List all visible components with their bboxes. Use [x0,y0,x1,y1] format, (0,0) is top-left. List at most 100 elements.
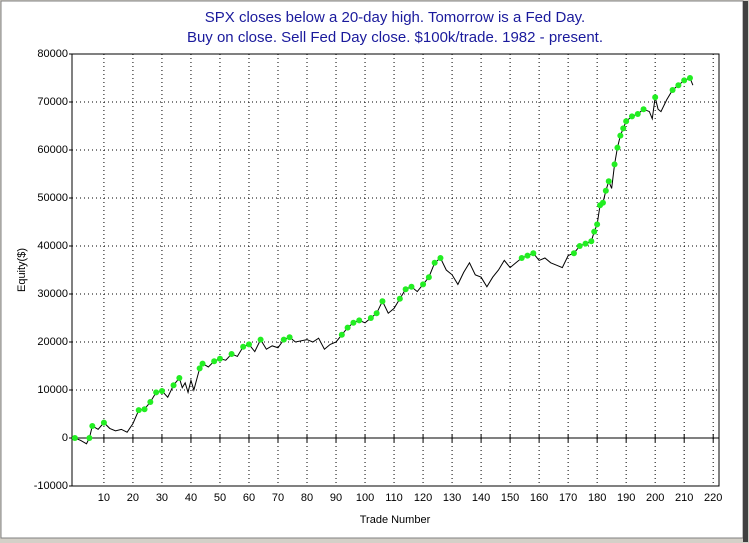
x-tick-label: 120 [414,492,432,504]
y-tick-label: 60000 [37,144,68,156]
new-high-marker [89,423,96,429]
x-tick-label: 60 [243,492,255,504]
x-tick-label: 70 [272,492,284,504]
new-high-marker [135,407,142,414]
chart-title: SPX closes below a 20-day high. Tomorrow… [205,9,585,26]
new-high-marker [602,187,609,194]
new-high-marker [623,118,630,125]
x-tick-label: 100 [356,492,374,504]
x-tick-label: 110 [385,492,403,504]
new-high-marker [669,87,676,93]
x-tick-label: 180 [588,492,606,504]
new-high-marker [153,389,160,396]
new-high-marker [420,281,427,288]
new-high-marker [530,250,537,257]
new-high-marker [594,221,601,228]
new-high-marker [228,351,235,357]
new-high-marker [675,82,682,89]
new-high-marker [367,315,374,321]
new-high-marker [170,382,177,389]
x-axis-title: Trade Number [360,514,431,526]
x-tick-label: 130 [443,492,461,504]
x-tick-label: 30 [156,492,168,504]
y-tick-label: 80000 [37,48,68,60]
x-tick-label: 90 [330,492,342,504]
new-high-marker [147,399,154,405]
y-tick-label: 70000 [37,96,68,108]
new-high-marker [582,240,589,247]
new-high-marker [628,113,635,120]
new-high-marker [396,295,403,302]
new-high-marker [686,75,693,81]
x-tick-label: 220 [704,492,722,504]
new-high-marker [86,435,93,441]
new-high-marker [431,259,438,266]
new-high-marker [196,365,203,372]
y-axis-title: Equity($) [16,248,28,292]
x-tick-label: 80 [301,492,313,504]
new-high-marker [216,355,223,362]
new-high-marker [620,125,627,132]
x-tick-label: 150 [501,492,519,504]
new-high-marker [640,106,647,113]
new-high-marker [524,252,531,259]
new-high-marker [141,406,148,413]
new-high-marker [211,358,218,365]
new-high-marker [437,255,444,261]
x-tick-label: 140 [472,492,490,504]
new-high-marker [158,387,165,394]
y-tick-label: 10000 [37,384,68,396]
x-tick-label: 210 [675,492,693,504]
new-high-marker [344,324,351,331]
new-high-marker [402,286,409,293]
new-high-marker [611,161,618,168]
new-high-marker [338,331,345,338]
new-high-marker [652,94,659,101]
y-tick-label: 0 [62,432,68,444]
new-high-marker [605,178,612,185]
y-tick-label: 30000 [37,288,68,300]
chart-subtitle: Buy on close. Sell Fed Day close. $100k/… [187,29,603,46]
new-high-marker [373,310,380,317]
x-tick-label: 40 [185,492,197,504]
new-high-marker [591,228,598,235]
new-high-marker [681,77,688,84]
x-tick-label: 50 [214,492,226,504]
new-high-marker [350,319,357,326]
new-high-marker [379,298,386,305]
new-high-marker [356,317,363,324]
new-high-marker [280,336,287,343]
new-high-marker [199,360,206,367]
new-high-marker [614,144,621,151]
new-high-marker [599,199,606,206]
y-tick-label: 20000 [37,336,68,348]
new-high-marker [286,334,293,341]
new-high-marker [588,238,595,245]
new-high-marker [576,243,583,249]
new-high-marker [176,375,183,381]
x-tick-label: 190 [617,492,635,504]
plot-frame [71,53,720,487]
new-high-marker [408,283,415,290]
new-high-marker [245,341,252,348]
x-tick-label: 160 [530,492,548,504]
new-high-marker [617,132,624,139]
x-tick-label: 200 [646,492,664,504]
new-high-marker [518,255,525,261]
window-shadow [743,1,748,542]
new-high-marker [71,435,78,441]
new-high-marker [100,419,107,426]
new-high-marker [425,274,432,281]
x-tick-label: 20 [127,492,139,504]
y-tick-label: 50000 [37,192,68,204]
x-tick-label: 170 [559,492,577,504]
new-high-marker [240,343,247,350]
y-tick-label: -10000 [34,480,68,492]
x-tick-label: 10 [98,492,110,504]
new-high-marker [634,111,641,117]
new-high-marker [257,336,264,343]
y-tick-label: 40000 [37,240,68,252]
